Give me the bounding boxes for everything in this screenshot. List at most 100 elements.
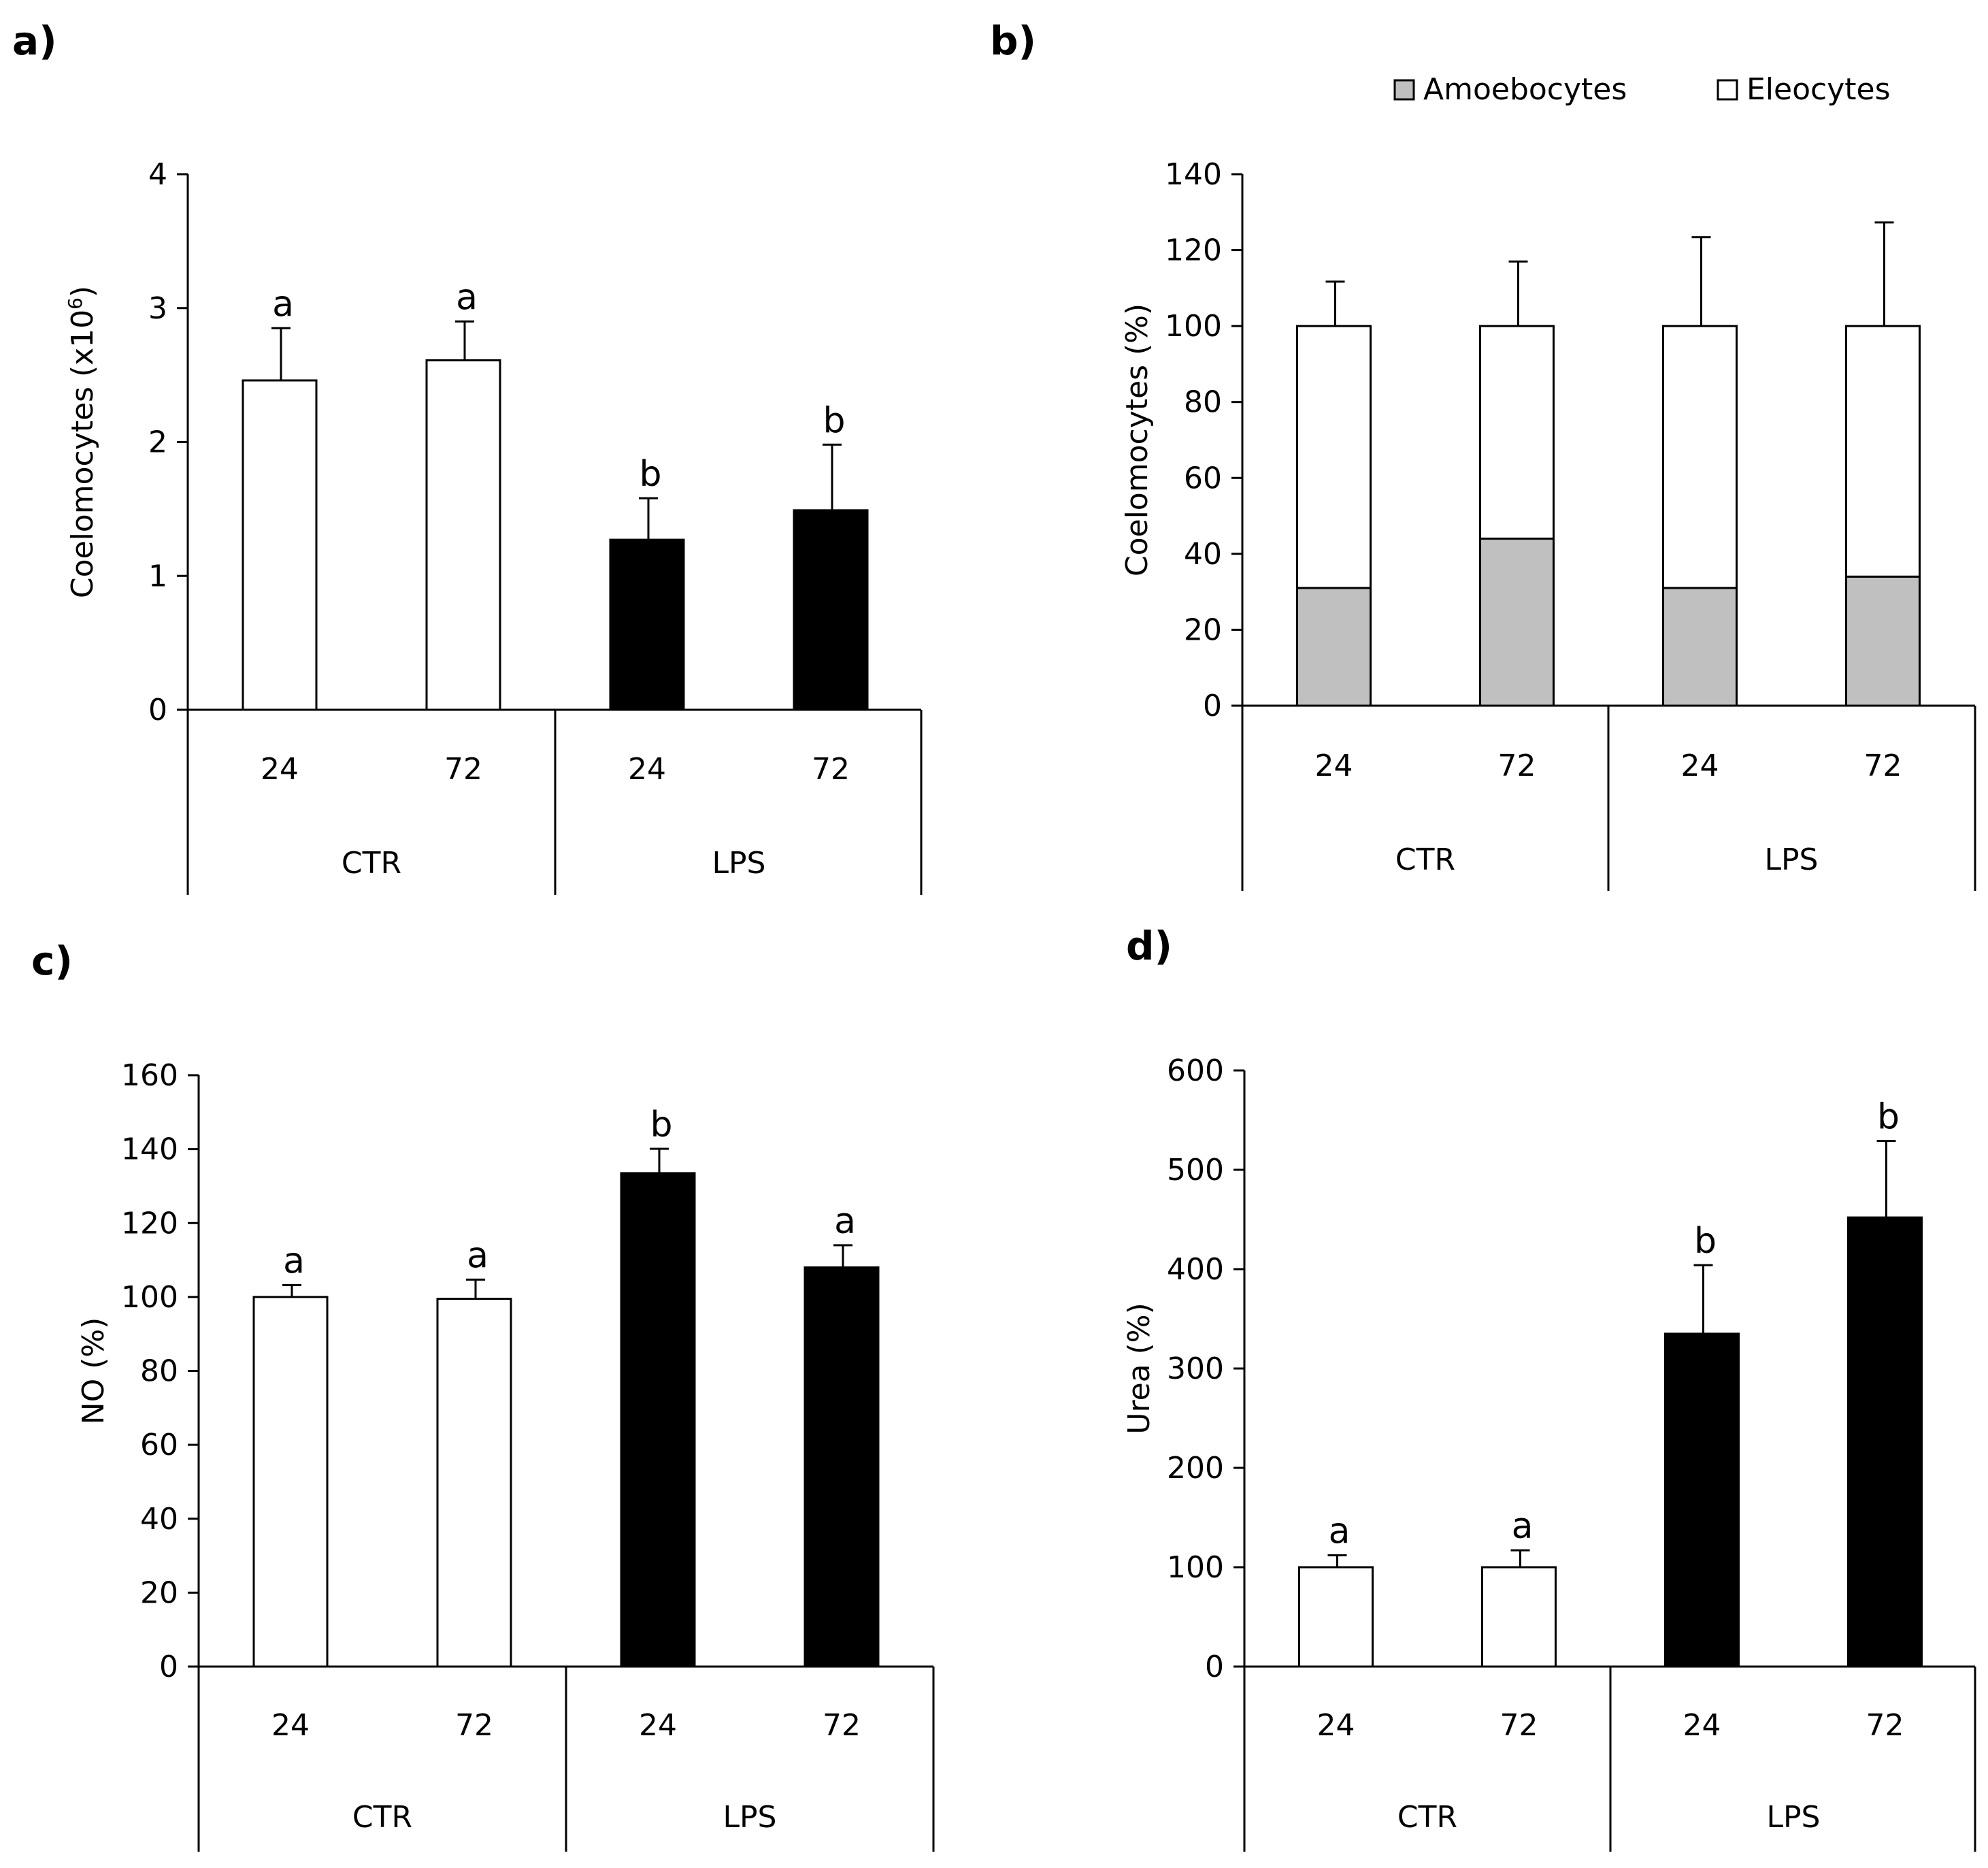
x-category-label: 24 bbox=[639, 1708, 677, 1743]
bar bbox=[425, 359, 501, 711]
y-tick-label: 0 bbox=[1205, 1650, 1224, 1684]
significance-letter: a bbox=[283, 1241, 305, 1281]
legend-label: Amoebocytes bbox=[1423, 72, 1627, 107]
y-tick-label: 160 bbox=[121, 1058, 178, 1093]
x-category-label: 24 bbox=[1317, 1708, 1355, 1743]
y-tick-label: 600 bbox=[1167, 1053, 1224, 1088]
y-tick-label: 120 bbox=[1165, 233, 1222, 268]
y-tick-label: 100 bbox=[1165, 309, 1222, 344]
bar-segment-amoebocytes bbox=[1296, 587, 1372, 707]
y-tick-label: 20 bbox=[140, 1575, 178, 1610]
bar bbox=[1481, 1566, 1557, 1668]
y-axis-label: NO (%) bbox=[76, 1317, 111, 1425]
significance-letter: a bbox=[456, 277, 478, 318]
significance-letter: b bbox=[1877, 1097, 1900, 1138]
y-tick-label: 2 bbox=[148, 425, 167, 460]
chart-panel-2: b) 0 20 40 60 80 100 120 140 24 72 24 72 CTR LPS Coelom… bbox=[990, 18, 1976, 891]
y-axis-label-text: Coelomocytes (x10 bbox=[65, 310, 100, 598]
chart-panel-3: c) 0 20 40 60 80 100 120 140 160 24 72 24 72 CTR LPS NO … bbox=[31, 938, 935, 1852]
chart-panel-4: d) 0 100 200 300 400 500 600 24 72 24 72 CTR LPS Urea … bbox=[1122, 923, 1976, 1852]
bar bbox=[252, 1296, 329, 1668]
x-category-label: 24 bbox=[1315, 749, 1353, 783]
x-category-label: 24 bbox=[1681, 749, 1719, 783]
chart-panel-1: a) 0 1 2 3 4 24 72 24 72 CTR LPS Coelomocytes (x106)… bbox=[12, 18, 923, 895]
y-tick-label: 140 bbox=[121, 1132, 178, 1167]
y-axis-label-tail: ) bbox=[65, 286, 100, 297]
y-tick-label: 0 bbox=[148, 693, 167, 727]
bar bbox=[1298, 1566, 1374, 1668]
x-group-label: LPS bbox=[1767, 1800, 1821, 1835]
y-tick-label: 100 bbox=[1167, 1550, 1224, 1585]
x-category-label: 72 bbox=[444, 752, 482, 787]
y-tick-label: 400 bbox=[1167, 1252, 1224, 1287]
legend-swatch bbox=[1393, 79, 1415, 101]
y-tick-label: 60 bbox=[1184, 461, 1222, 495]
bar bbox=[609, 538, 685, 711]
y-axis-label-text: Coelomocytes (%) bbox=[1120, 304, 1155, 576]
x-group-label: CTR bbox=[1395, 842, 1455, 877]
bar-segment-eleocytes bbox=[1479, 325, 1555, 540]
y-tick-label: 40 bbox=[140, 1502, 178, 1537]
bar bbox=[620, 1172, 696, 1668]
y-axis-label-superscript: 6 bbox=[64, 297, 86, 310]
x-group-label: LPS bbox=[1765, 842, 1819, 877]
significance-letter: b bbox=[639, 454, 661, 495]
x-category-label: 24 bbox=[628, 752, 666, 787]
panel-letter: a) bbox=[12, 18, 57, 64]
panel-letter: b) bbox=[990, 18, 1036, 64]
bar bbox=[242, 379, 318, 711]
significance-letter: a bbox=[272, 284, 294, 325]
y-tick-label: 0 bbox=[159, 1650, 178, 1684]
bar-segment-amoebocytes bbox=[1662, 587, 1738, 707]
significance-letter: b bbox=[650, 1104, 672, 1145]
y-axis-label-text: NO (%) bbox=[76, 1317, 111, 1425]
panel-letter: c) bbox=[31, 938, 73, 984]
y-axis-label: Urea (%) bbox=[1122, 1302, 1157, 1435]
y-tick-label: 80 bbox=[140, 1354, 178, 1389]
x-category-label: 24 bbox=[1683, 1708, 1721, 1743]
y-tick-label: 300 bbox=[1167, 1351, 1224, 1386]
y-tick-label: 500 bbox=[1167, 1153, 1224, 1187]
legend-swatch bbox=[1717, 79, 1738, 101]
significance-letter: a bbox=[1329, 1511, 1351, 1552]
x-category-label: 72 bbox=[812, 752, 850, 787]
x-category-label: 72 bbox=[1866, 1708, 1904, 1743]
y-tick-label: 40 bbox=[1184, 537, 1222, 572]
bar-segment-eleocytes bbox=[1845, 325, 1921, 578]
bar bbox=[793, 509, 869, 711]
y-tick-label: 1 bbox=[148, 559, 167, 593]
y-tick-label: 3 bbox=[148, 291, 167, 326]
panel-letter: d) bbox=[1126, 923, 1172, 969]
x-category-label: 72 bbox=[823, 1708, 861, 1743]
x-group-label: CTR bbox=[352, 1800, 412, 1835]
y-axis-label-text: Urea (%) bbox=[1122, 1302, 1157, 1435]
x-group-label: CTR bbox=[1397, 1800, 1457, 1835]
x-category-label: 24 bbox=[261, 752, 299, 787]
y-tick-label: 20 bbox=[1184, 612, 1222, 647]
y-tick-label: 80 bbox=[1184, 385, 1222, 420]
y-tick-label: 140 bbox=[1165, 157, 1222, 192]
bar-segment-amoebocytes bbox=[1479, 538, 1555, 707]
x-group-label: LPS bbox=[723, 1800, 777, 1835]
significance-letter: a bbox=[834, 1201, 856, 1242]
significance-letter: a bbox=[467, 1235, 488, 1276]
bar bbox=[804, 1266, 880, 1668]
y-tick-label: 100 bbox=[121, 1280, 178, 1315]
significance-letter: a bbox=[1512, 1506, 1534, 1547]
bar bbox=[1847, 1216, 1923, 1668]
significance-letter: b bbox=[823, 400, 845, 441]
x-group-label: LPS bbox=[712, 846, 766, 881]
y-tick-label: 200 bbox=[1167, 1451, 1224, 1486]
y-tick-label: 0 bbox=[1203, 689, 1222, 723]
y-tick-label: 4 bbox=[148, 157, 167, 192]
y-tick-label: 120 bbox=[121, 1206, 178, 1241]
bar-segment-eleocytes bbox=[1296, 325, 1372, 589]
x-category-label: 72 bbox=[1498, 749, 1536, 783]
y-tick-label: 60 bbox=[140, 1428, 178, 1462]
bar bbox=[436, 1298, 512, 1668]
bar-segment-amoebocytes bbox=[1845, 575, 1921, 707]
y-axis-label: Coelomocytes (%) bbox=[1120, 304, 1155, 576]
x-group-label: CTR bbox=[342, 846, 401, 881]
x-category-label: 72 bbox=[1500, 1708, 1538, 1743]
